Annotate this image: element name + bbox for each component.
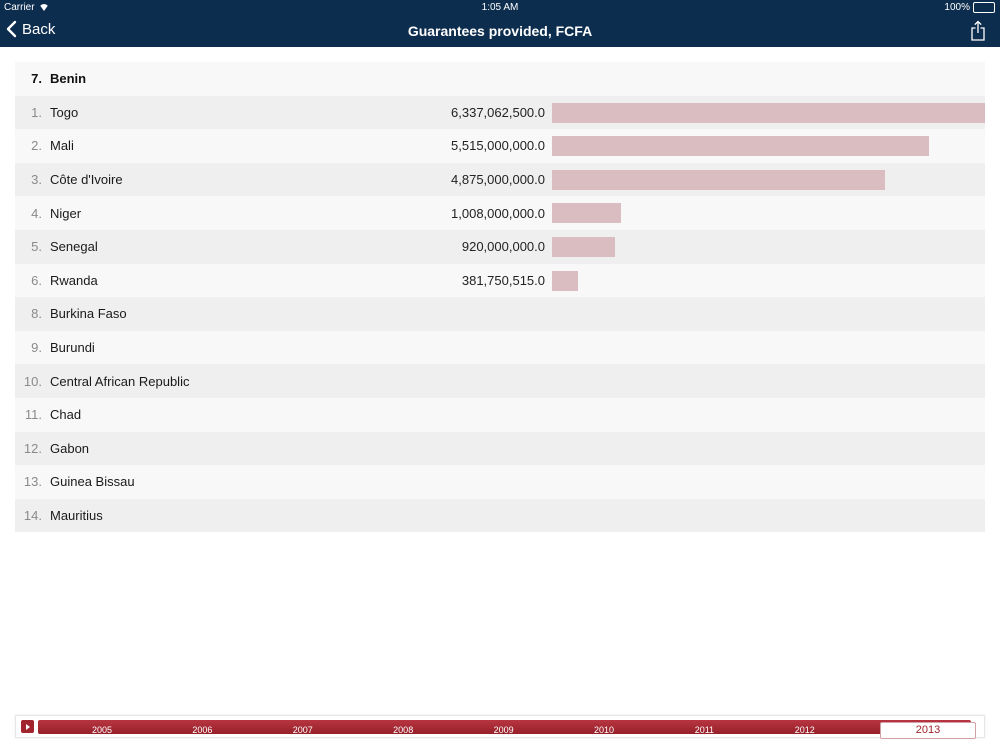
rank-number: 8. [31, 306, 42, 322]
wifi-icon [38, 4, 49, 11]
country-row[interactable]: 2. Mali 5,515,000,000.0 [15, 129, 985, 163]
navigation-bar: Back Guarantees provided, FCFA [0, 14, 1000, 47]
year-label[interactable]: 2010 [593, 725, 615, 735]
country-name: Togo [50, 104, 79, 120]
country-row[interactable]: 8. Burkina Faso [15, 297, 985, 331]
rank-number: 6. [31, 272, 42, 288]
country-name: Central African Republic [50, 373, 190, 389]
country-row[interactable]: 14. Mauritius [15, 498, 985, 533]
country-name: Senegal [50, 239, 98, 255]
rank-number: 12. [23, 440, 42, 456]
rank-number: 13. [23, 474, 42, 490]
country-row[interactable]: 5. Senegal 920,000,000.0 [15, 229, 985, 264]
guarantee-value: 6,337,062,500.0 [451, 104, 545, 120]
country-name: Niger [50, 205, 82, 221]
value-bar [552, 270, 579, 291]
chevron-left-icon [6, 20, 17, 38]
value-bar [552, 203, 621, 224]
country-name: Gabon [50, 440, 90, 456]
value-bar [552, 236, 615, 257]
value-bar [552, 169, 886, 190]
rank-number: 5. [31, 239, 42, 255]
country-row[interactable]: 4. Niger 1,008,000,000.0 [15, 196, 985, 230]
selected-country-row[interactable]: 7. Benin [15, 62, 985, 96]
year-label[interactable]: 2011 [694, 725, 715, 735]
selected-year[interactable]: 2013 [880, 722, 976, 739]
page-title: Guarantees provided, FCFA [407, 23, 593, 39]
country-row[interactable]: 1. Togo 6,337,062,500.0 [15, 95, 985, 130]
carrier-label: Carrier [4, 2, 49, 13]
country-name: Côte d'Ivoire [50, 172, 123, 188]
share-icon [971, 20, 985, 41]
year-timeline: 2005 2006 2007 2008 2009 2010 2011 2012 2013 [15, 715, 985, 739]
rank-number: 14. [23, 508, 42, 524]
guarantee-value: 4,875,000,000.0 [451, 172, 545, 188]
rank-number: 3. [31, 172, 42, 188]
battery-icon [973, 2, 995, 13]
status-time: 1:05 AM [481, 2, 519, 13]
rank-number: 9. [31, 340, 42, 356]
guarantee-value: 381,750,515.0 [461, 272, 545, 288]
year-label[interactable]: 2012 [794, 725, 815, 735]
rank-number: 11. [24, 407, 42, 423]
guarantee-value: 920,000,000.0 [461, 239, 545, 255]
rank-number: 7. [31, 71, 42, 87]
country-row[interactable]: 11. Chad [15, 397, 985, 432]
top-bar: Carrier 1:05 AM 100% Back Guarantees pro… [0, 0, 1000, 47]
country-name: Burkina Faso [50, 306, 127, 322]
play-button[interactable] [21, 720, 34, 733]
country-row[interactable]: 13. Guinea Bissau [15, 465, 985, 499]
back-label: Back [22, 20, 56, 38]
battery-indicator: 100% [944, 2, 995, 13]
country-row[interactable]: 9. Burundi [15, 330, 985, 365]
rank-number: 10. [23, 373, 42, 389]
rank-number: 2. [31, 138, 42, 154]
rank-number: 1. [31, 104, 42, 120]
guarantee-value: 1,008,000,000.0 [451, 205, 545, 221]
country-name: Mali [50, 138, 74, 154]
country-row[interactable]: 3. Côte d'Ivoire 4,875,000,000.0 [15, 162, 985, 197]
country-name: Guinea Bissau [50, 474, 135, 490]
ranking-list: 7. Benin 1. Togo 6,337,062,500.0 2. Mali 5,51… [15, 62, 985, 533]
country-name: Mauritius [50, 508, 103, 524]
guarantee-value: 5,515,000,000.0 [451, 138, 545, 154]
share-button[interactable] [970, 20, 986, 47]
country-row[interactable]: 6. Rwanda 381,750,515.0 [15, 263, 985, 298]
value-bar [552, 136, 929, 157]
country-row[interactable]: 10. Central African Republic [15, 364, 985, 398]
country-rows: 1. Togo 6,337,062,500.0 2. Mali 5,515,000,000… [15, 95, 985, 533]
year-label[interactable]: 2008 [393, 725, 414, 735]
country-row[interactable]: 12. Gabon [15, 431, 985, 466]
country-name: Benin [50, 71, 87, 87]
year-label[interactable]: 2007 [292, 725, 313, 735]
year-label[interactable]: 2009 [493, 725, 514, 735]
value-bar [552, 102, 985, 123]
rank-number: 4. [31, 205, 42, 221]
timeline-track[interactable]: 2005 2006 2007 2008 2009 2010 2011 2012 2013 [38, 720, 976, 739]
status-bar: Carrier 1:05 AM 100% [0, 0, 1000, 14]
year-label[interactable]: 2005 [91, 725, 113, 735]
back-button[interactable]: Back [6, 20, 55, 38]
year-label[interactable]: 2006 [192, 725, 213, 735]
country-name: Burundi [50, 340, 95, 356]
battery-percent: 100% [944, 2, 970, 13]
country-name: Rwanda [50, 272, 98, 288]
country-name: Chad [50, 407, 82, 423]
